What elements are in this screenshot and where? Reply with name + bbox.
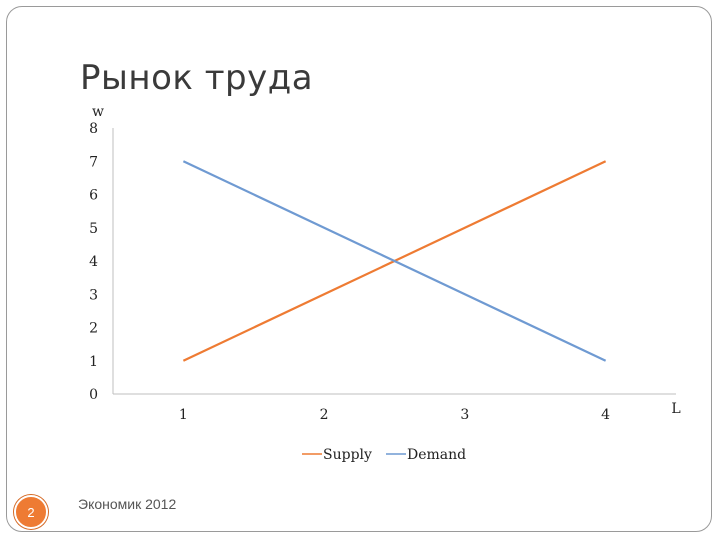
y-tick-label-5: 5 bbox=[89, 221, 98, 237]
y-axis-label: w bbox=[92, 104, 104, 120]
x-tick-label-4: 4 bbox=[601, 407, 610, 423]
legend: Supply Demand bbox=[302, 447, 466, 463]
x-tick-label-1: 1 bbox=[179, 407, 188, 423]
footer-text: Экономик 2012 bbox=[78, 496, 177, 512]
x-tick-label-3: 3 bbox=[460, 407, 469, 423]
y-tick-label-1: 1 bbox=[89, 354, 98, 370]
y-tick-label-8: 8 bbox=[89, 121, 98, 137]
y-tick-label-2: 2 bbox=[89, 321, 98, 337]
page-number-badge: 2 bbox=[14, 495, 48, 529]
y-tick-label-7: 7 bbox=[89, 154, 98, 170]
y-axis-ticks: 0 1 2 3 4 5 6 7 8 bbox=[89, 121, 98, 403]
legend-label-supply: Supply bbox=[323, 447, 372, 463]
x-axis-ticks: 1 2 3 4 bbox=[179, 407, 610, 423]
y-tick-label-6: 6 bbox=[89, 188, 98, 204]
slide-frame bbox=[6, 6, 712, 532]
series-lines bbox=[182, 160, 607, 362]
x-axis-label: L bbox=[671, 401, 680, 417]
y-tick-label-4: 4 bbox=[89, 254, 98, 270]
legend-label-demand: Demand bbox=[407, 447, 466, 463]
series-line-demand bbox=[182, 160, 607, 362]
x-tick-label-2: 2 bbox=[320, 407, 329, 423]
y-tick-label-3: 3 bbox=[89, 287, 98, 303]
y-tick-label-0: 0 bbox=[89, 387, 98, 403]
slide-title: Рынок труда bbox=[80, 58, 314, 98]
